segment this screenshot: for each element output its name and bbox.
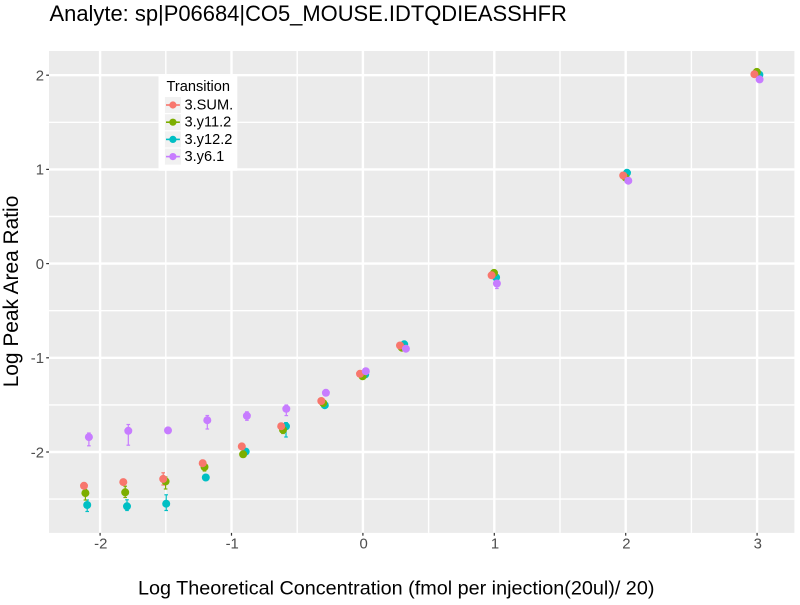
svg-text:3.SUM.: 3.SUM. — [185, 98, 234, 114]
svg-text:3: 3 — [754, 536, 762, 552]
svg-text:3.y11.2: 3.y11.2 — [185, 115, 232, 131]
svg-text:0: 0 — [359, 536, 367, 552]
svg-text:3.y12.2: 3.y12.2 — [185, 132, 233, 148]
svg-text:1: 1 — [491, 536, 499, 552]
svg-text:Transition: Transition — [167, 79, 231, 95]
svg-text:1: 1 — [36, 163, 44, 179]
svg-text:-1: -1 — [226, 536, 239, 552]
svg-text:2: 2 — [622, 536, 630, 552]
svg-text:-2: -2 — [94, 536, 107, 552]
svg-text:Log Theoretical Concentration: Log Theoretical Concentration (fmol per … — [138, 577, 654, 599]
svg-text:3.y6.1: 3.y6.1 — [185, 149, 225, 165]
svg-text:-1: -1 — [31, 351, 44, 367]
svg-text:2: 2 — [36, 69, 44, 85]
svg-text:-2: -2 — [31, 445, 44, 461]
svg-text:0: 0 — [36, 257, 44, 273]
svg-text:Analyte: sp|P06684|CO5_MOUSE.I: Analyte: sp|P06684|CO5_MOUSE.IDTQDIEASSH… — [50, 1, 567, 26]
svg-text:Log Peak Area Ratio: Log Peak Area Ratio — [0, 196, 23, 388]
